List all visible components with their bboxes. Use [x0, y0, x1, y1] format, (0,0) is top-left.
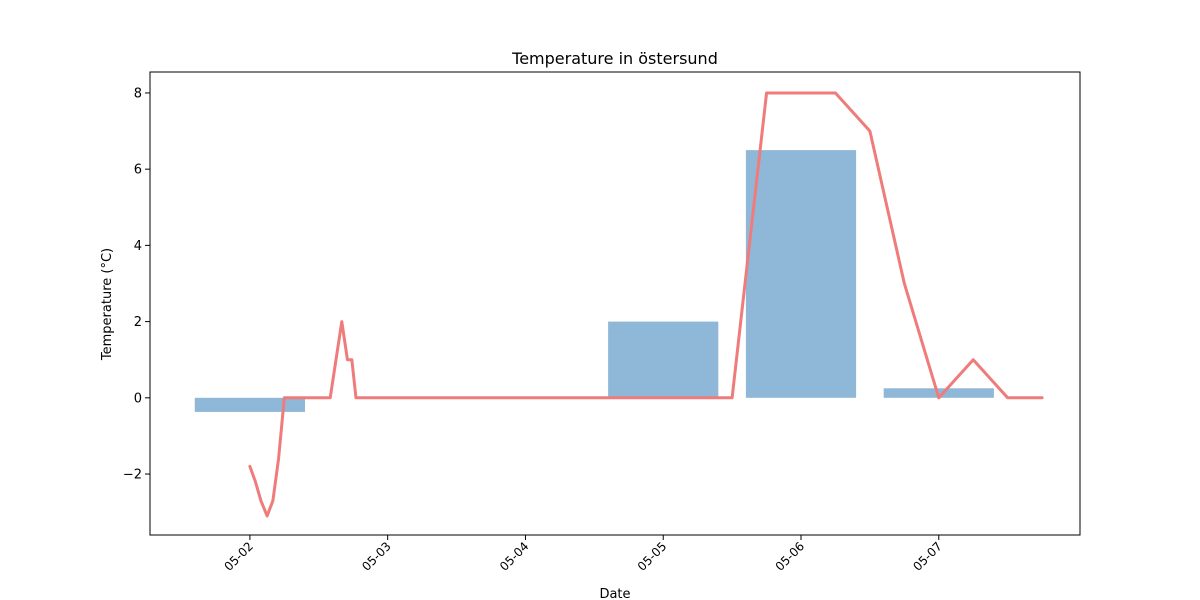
bar-0 [194, 397, 305, 412]
y-axis-ticks: −2 0 2 4 6 8 [123, 86, 150, 483]
line-layer [248, 91, 1044, 518]
y-tick-label-3: 4 [134, 239, 142, 254]
y-axis-label: Temperature (°C) [100, 248, 115, 361]
y-tick-label-4: 6 [134, 163, 142, 178]
bar-3 [608, 321, 719, 398]
y-tick-label-5: 8 [134, 86, 142, 101]
bars-layer [194, 150, 994, 412]
bar-4 [745, 150, 857, 398]
plot-frame [149, 71, 1081, 536]
y-tick-label-1: 0 [134, 391, 142, 406]
y-tick-label-0: −2 [123, 468, 142, 483]
x-axis-label: Date [599, 587, 630, 600]
chart-title: Temperature in östersund [511, 49, 718, 68]
y-tick-label-2: 2 [134, 315, 142, 330]
temperature-line [248, 91, 1044, 518]
